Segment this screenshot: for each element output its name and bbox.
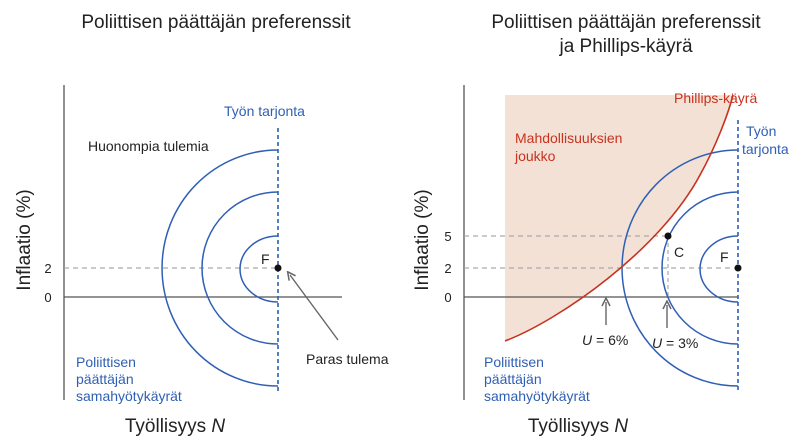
phillips-curve bbox=[504, 94, 734, 342]
right-indifference-curve-outer bbox=[621, 149, 739, 387]
right-x-axis-title-var: N bbox=[614, 416, 628, 437]
best-outcome-arrow bbox=[290, 275, 339, 341]
right-indifference-label-2: päättäjän bbox=[484, 371, 542, 387]
right-labor-supply-label-2: tarjonta bbox=[742, 141, 789, 157]
left-indifference-curve-middle bbox=[201, 191, 279, 345]
u6-label-rest: = 6% bbox=[592, 332, 628, 348]
left-panel: Poliittisen päättäjän preferenssit 2 0 T… bbox=[14, 12, 389, 437]
right-indifference-curve-middle bbox=[661, 191, 739, 345]
left-indifference-label-1: Poliittisen bbox=[76, 354, 136, 370]
left-y-axis-title: Inflaatio (%) bbox=[14, 189, 35, 290]
right-y-axis-title: Inflaatio (%) bbox=[412, 189, 433, 290]
u6-label: U = 6% bbox=[582, 332, 628, 348]
right-tick-2: 2 bbox=[444, 261, 451, 276]
right-x-axis-title-text: Työllisyys bbox=[528, 416, 615, 437]
left-tick-0: 0 bbox=[44, 290, 51, 305]
point-c bbox=[664, 232, 672, 240]
right-panel: Poliittisen päättäjän preferenssit ja Ph… bbox=[412, 12, 789, 437]
left-indifference-curve-inner bbox=[239, 235, 279, 303]
right-point-f bbox=[734, 264, 742, 272]
left-x-axis-title-text: Työllisyys bbox=[125, 416, 212, 437]
best-outcome-label: Paras tulema bbox=[306, 351, 389, 367]
u3-label-var: U bbox=[652, 335, 663, 351]
right-tick-5: 5 bbox=[444, 229, 451, 244]
feasible-set-area bbox=[505, 95, 733, 341]
left-x-axis-title-var: N bbox=[211, 416, 225, 437]
worse-outcomes-label: Huonompia tulemia bbox=[88, 138, 209, 154]
right-indifference-curves bbox=[621, 149, 739, 387]
right-x-axis-title: Työllisyys N bbox=[528, 416, 629, 437]
left-indifference-label-3: samahyötykäyrät bbox=[76, 388, 182, 404]
feasible-set-label-2: joukko bbox=[514, 148, 556, 164]
u6-label-var: U bbox=[582, 332, 593, 348]
left-indifference-curve-outer bbox=[161, 149, 279, 387]
left-title: Poliittisen päättäjän preferenssit bbox=[81, 12, 351, 33]
point-c-label: C bbox=[674, 244, 684, 260]
left-indifference-label-2: päättäjän bbox=[76, 371, 134, 387]
left-tick-2: 2 bbox=[44, 261, 51, 276]
left-point-f-label: F bbox=[261, 251, 270, 267]
right-title-line-2: ja Phillips-käyrä bbox=[558, 36, 692, 57]
right-indifference-curve-inner bbox=[699, 235, 739, 303]
right-title-line-1: Poliittisen päättäjän preferenssit bbox=[491, 12, 761, 33]
right-indifference-label-3: samahyötykäyrät bbox=[484, 388, 590, 404]
left-point-f bbox=[274, 264, 282, 272]
right-point-f-label: F bbox=[720, 249, 729, 265]
phillips-curve-label: Phillips-käyrä bbox=[674, 90, 757, 106]
feasible-set-label-1: Mahdollisuuksien bbox=[515, 130, 622, 146]
u3-label: U = 3% bbox=[652, 335, 698, 351]
right-indifference-label-1: Poliittisen bbox=[484, 354, 544, 370]
left-labor-supply-label: Työn tarjonta bbox=[224, 103, 305, 119]
left-x-axis-title: Työllisyys N bbox=[125, 416, 226, 437]
right-tick-0: 0 bbox=[444, 290, 451, 305]
u3-label-rest: = 3% bbox=[662, 335, 698, 351]
right-labor-supply-label-1: Työn bbox=[746, 123, 776, 139]
